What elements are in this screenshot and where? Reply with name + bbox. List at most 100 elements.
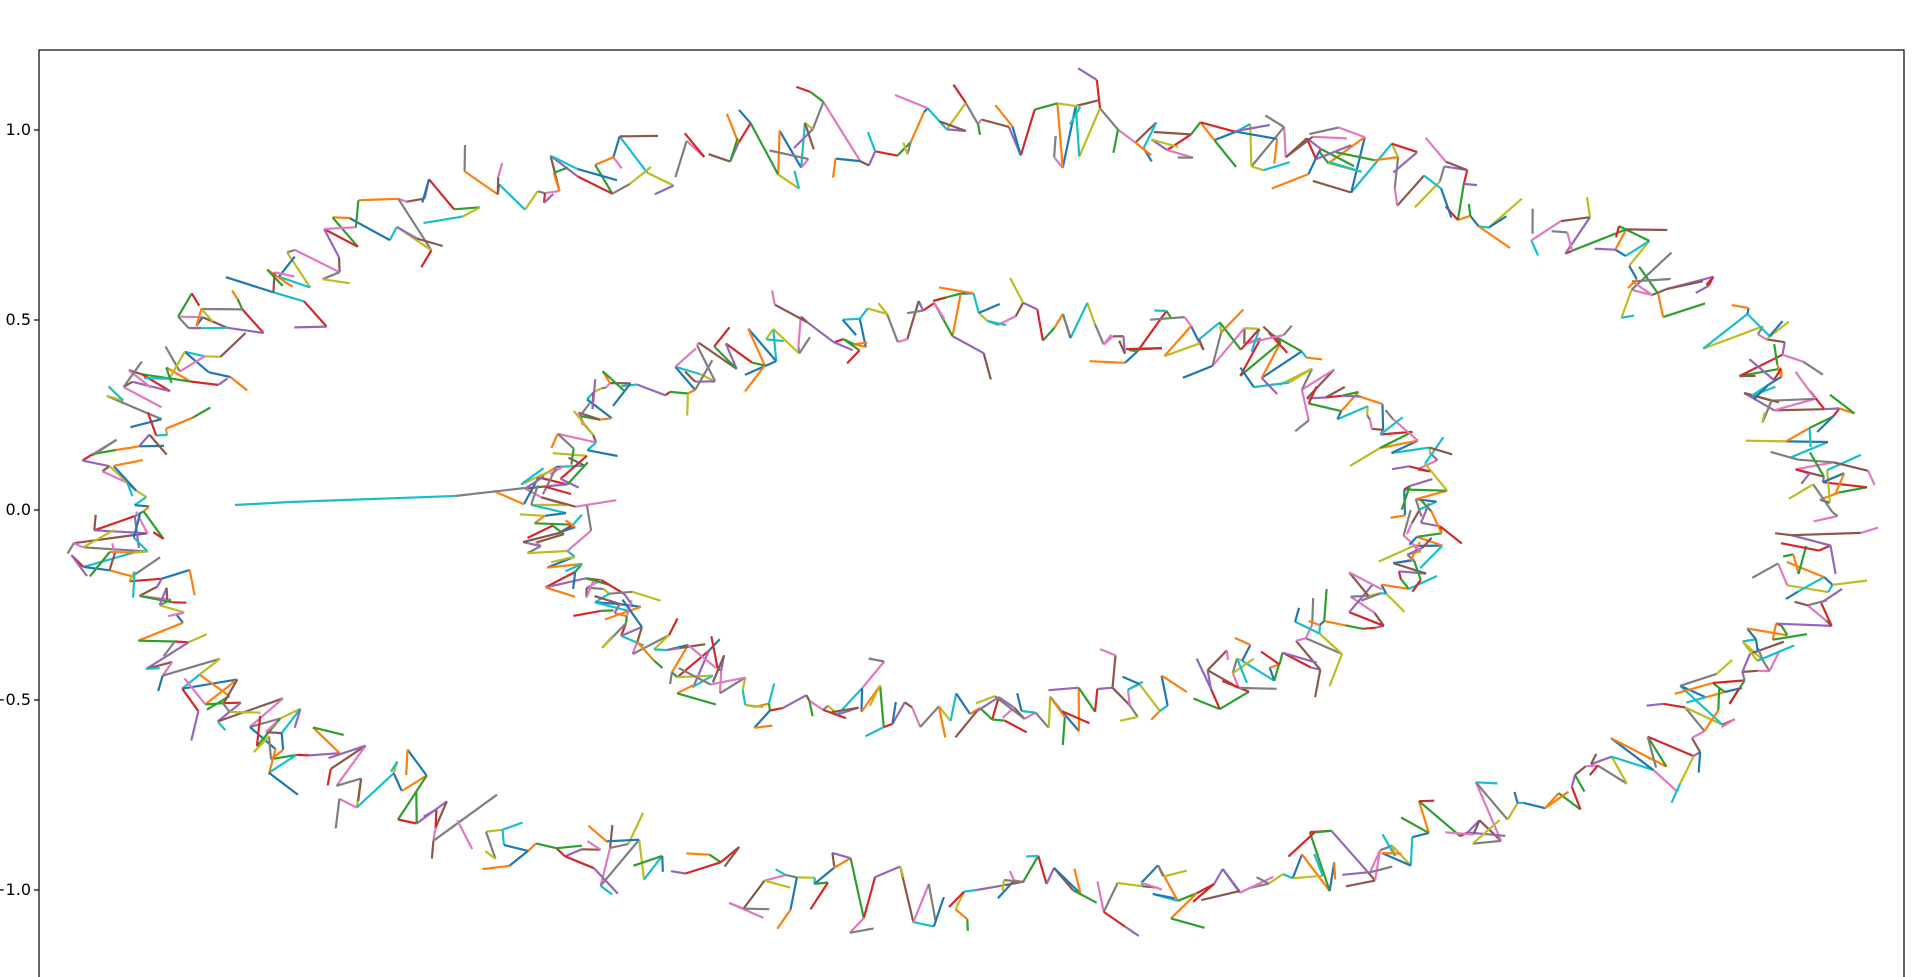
graph-edge xyxy=(146,411,158,436)
graph-edge xyxy=(1797,576,1825,593)
graph-edge xyxy=(1826,453,1862,472)
graph-edge xyxy=(175,614,184,624)
graph-edge xyxy=(1816,415,1834,433)
graph-edge xyxy=(1679,684,1707,699)
graph-edge xyxy=(1396,174,1425,207)
graph-edge xyxy=(1402,509,1412,536)
graph-edge xyxy=(909,111,926,143)
graph-edge xyxy=(1832,579,1868,586)
graph-edge xyxy=(568,456,586,467)
graph-edge xyxy=(894,93,929,110)
graph-edge xyxy=(1078,107,1102,158)
graph-edge xyxy=(1670,782,1682,804)
graph-edge xyxy=(423,808,437,818)
graph-edge xyxy=(1415,498,1437,503)
graph-edge xyxy=(1300,368,1314,391)
graph-edge xyxy=(1392,562,1427,575)
graph-edge xyxy=(1379,430,1413,449)
graph-edge xyxy=(524,190,539,211)
graph-edge xyxy=(397,774,428,821)
graph-edge xyxy=(991,696,1000,720)
graph-edge xyxy=(159,604,185,614)
graph-edge xyxy=(195,308,203,327)
graph-edge xyxy=(1323,620,1346,627)
graph-edge xyxy=(268,753,297,774)
graph-edge xyxy=(165,366,192,383)
graph-edge xyxy=(606,838,640,843)
graph-edge xyxy=(1478,819,1502,842)
graph-edge xyxy=(81,453,94,462)
graph-edge xyxy=(1747,627,1788,637)
graph-edge xyxy=(862,876,877,919)
graph-edge xyxy=(1715,659,1733,675)
graph-edge xyxy=(354,200,360,228)
graph-edge xyxy=(1304,624,1314,639)
graph-edge xyxy=(927,883,937,922)
graph-edge xyxy=(1077,687,1097,713)
graph-edge xyxy=(1794,371,1817,400)
graph-edge xyxy=(1400,578,1410,590)
graph-edge xyxy=(1812,483,1834,513)
graph-edge xyxy=(1767,375,1783,386)
graph-edge xyxy=(570,448,575,465)
graph-edge xyxy=(461,206,481,218)
graph-edge xyxy=(560,526,576,534)
graph-edge xyxy=(747,327,778,362)
graph-edge xyxy=(1832,407,1841,418)
graph-edge xyxy=(1588,764,1599,776)
graph-edge xyxy=(976,884,1006,892)
graph-edge xyxy=(1165,310,1172,318)
graph-edge xyxy=(1282,873,1294,880)
graph-edge xyxy=(886,313,899,343)
graph-edge xyxy=(1349,595,1376,614)
graph-edge xyxy=(1788,483,1814,500)
graph-edge xyxy=(1016,693,1023,712)
graph-edge xyxy=(708,153,731,163)
graph-edge xyxy=(1791,531,1861,537)
graph-edge xyxy=(1782,553,1794,558)
graph-edge xyxy=(1323,588,1328,622)
graph-edge xyxy=(868,657,885,663)
graph-edge xyxy=(586,441,597,452)
graph-edge xyxy=(397,818,417,825)
graph-edge xyxy=(891,701,897,725)
graph-edge xyxy=(94,529,148,535)
graph-edge xyxy=(1748,358,1775,381)
graph-edge xyxy=(1150,316,1185,321)
graph-edge xyxy=(553,166,569,174)
graph-edge xyxy=(1350,594,1369,598)
graph-edge xyxy=(1209,688,1221,710)
graph-edge xyxy=(390,760,399,773)
graph-edge xyxy=(1342,871,1369,876)
graph-edge xyxy=(1348,584,1374,613)
graph-edge xyxy=(1009,277,1025,304)
graph-edge xyxy=(1768,651,1781,672)
graph-edge xyxy=(1614,228,1628,251)
graph-edge xyxy=(696,345,717,382)
graph-edge xyxy=(744,360,777,376)
graph-edge xyxy=(1307,150,1321,175)
graph-edge xyxy=(1773,397,1816,412)
graph-edge xyxy=(401,774,428,792)
graph-edge xyxy=(1590,753,1598,765)
graph-edge xyxy=(1021,709,1036,714)
graph-edge xyxy=(1408,536,1418,546)
graph-edge xyxy=(184,350,205,358)
graph-edge xyxy=(951,335,985,355)
graph-edge xyxy=(1192,697,1221,711)
graph-edge xyxy=(744,364,766,393)
graph-edge xyxy=(1211,332,1223,367)
graph-edge xyxy=(1402,534,1422,553)
y-tick-label: −1.0 xyxy=(0,880,31,899)
graph-edge xyxy=(1695,285,1709,294)
graph-edge xyxy=(1379,416,1404,436)
graph-edge xyxy=(1822,472,1845,484)
graph-edge xyxy=(1391,465,1410,471)
graph-edge xyxy=(612,382,632,407)
graph-edge xyxy=(249,697,284,728)
graph-edge xyxy=(1111,686,1131,706)
graph-edge xyxy=(522,541,542,548)
graph-edge xyxy=(1391,446,1430,455)
graph-edge xyxy=(624,615,628,624)
